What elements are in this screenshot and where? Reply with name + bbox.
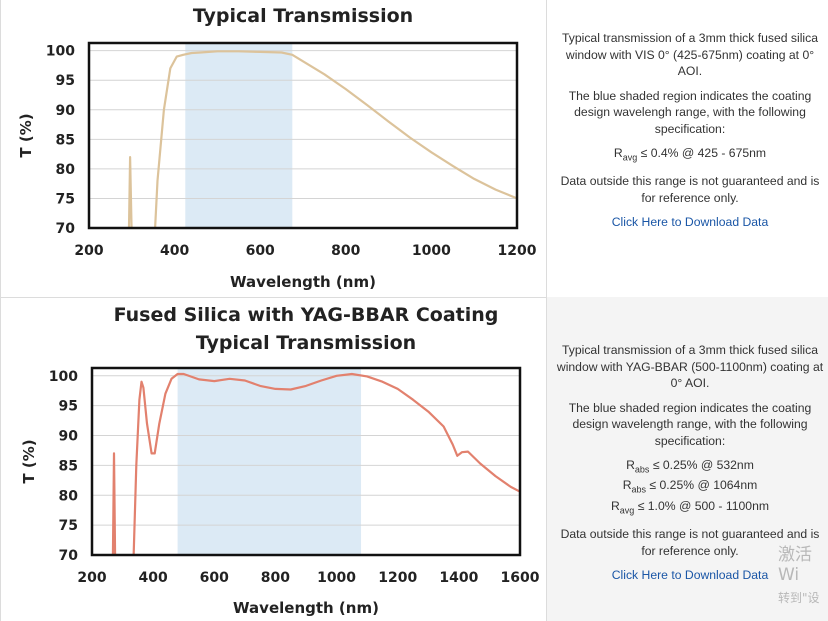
x-tick-label: 600 — [246, 243, 275, 259]
y-axis-label: T (%) — [20, 439, 38, 483]
info-text-yag: Typical transmission of a 3mm thick fuse… — [553, 342, 827, 584]
x-tick-label: 1200 — [498, 243, 537, 259]
download-data-link[interactable]: Click Here to Download Data — [611, 568, 769, 583]
info-reference-note: Data outside this range is not guarantee… — [560, 527, 820, 558]
info-text-vis: Typical transmission of a 3mm thick fuse… — [553, 30, 827, 231]
y-tick-label: 90 — [59, 429, 79, 445]
info-description: Typical transmission of a 3mm thick fuse… — [556, 343, 824, 390]
spec-item: Rabs ≤ 0.25% @ 532nm — [626, 458, 754, 475]
spec-item: Ravg ≤ 1.0% @ 500 - 1100nm — [610, 498, 769, 516]
y-tick-label: 85 — [56, 132, 75, 148]
spec-list: Rabs ≤ 0.25% @ 532nm Rabs ≤ 0.25% @ 1064… — [553, 457, 827, 518]
chart-row-yag: 70 75 80 85 90 95 100 200 400 600 800 1000 1200 1400 1… — [0, 297, 828, 621]
row-divider — [0, 297, 828, 298]
info-shading-note: The blue shaded region indicates the coa… — [568, 400, 812, 448]
chart-cell-yag: 70 75 80 85 90 95 100 200 400 600 800 1000 1200 1400 1… — [1, 297, 545, 621]
info-description: Typical transmission of a 3mm thick fuse… — [561, 31, 819, 78]
info-shading-note: The blue shaded region indicates the coa… — [568, 88, 812, 136]
x-tick-label: 400 — [160, 243, 189, 259]
transmission-series-line — [127, 156, 133, 228]
y-tick-label: 100 — [46, 44, 75, 60]
x-tick-label: 800 — [331, 243, 360, 259]
y-tick-label: 100 — [49, 369, 78, 385]
x-tick-label: 800 — [261, 570, 290, 586]
y-tick-label: 75 — [56, 191, 75, 207]
info-reference-note: Data outside this range is not guarantee… — [560, 174, 820, 205]
x-axis-label: Wavelength (nm) — [233, 599, 379, 617]
spec-list: Ravg ≤ 0.4% @ 425 - 675nm — [553, 145, 827, 165]
x-tick-label: 1400 — [439, 570, 478, 586]
x-tick-label: 400 — [139, 570, 168, 586]
coating-range-shade — [185, 43, 293, 228]
watermark-line-1: 激活 Wi — [778, 545, 812, 585]
transmission-chart-vis: 70 75 80 85 90 95 100 200 400 600 800 1000 1200 Wavel… — [17, 5, 537, 291]
chart-title: Typical Transmission — [196, 332, 416, 354]
x-tick-label: 1600 — [501, 570, 540, 586]
plot-frame — [87, 41, 519, 230]
spec-item: Rabs ≤ 0.25% @ 1064nm — [622, 478, 758, 495]
y-tick-label: 95 — [59, 399, 78, 415]
watermark-line-2: 转到"设 — [778, 591, 820, 605]
x-tick-label: 600 — [200, 570, 229, 586]
y-tick-label: 90 — [56, 103, 76, 119]
x-tick-label: 200 — [74, 243, 103, 259]
x-tick-label: 1000 — [317, 570, 356, 586]
coating-range-shade — [177, 368, 362, 555]
y-tick-label: 80 — [59, 488, 79, 504]
info-cell-vis: Typical transmission of a 3mm thick fuse… — [546, 0, 828, 297]
y-tick-label: 80 — [56, 162, 76, 178]
x-tick-label: 200 — [77, 570, 106, 586]
y-tick-label: 70 — [56, 221, 76, 237]
download-data-link[interactable]: Click Here to Download Data — [611, 215, 769, 230]
transmission-series-line — [153, 50, 517, 228]
spec-item: Ravg ≤ 0.4% @ 425 - 675nm — [613, 146, 767, 163]
plot-frame — [90, 366, 522, 557]
y-tick-label: 85 — [59, 458, 78, 474]
info-cell-yag: Typical transmission of a 3mm thick fuse… — [546, 297, 828, 621]
y-tick-label: 75 — [59, 518, 78, 534]
transmission-series-line — [111, 452, 117, 555]
x-axis-label: Wavelength (nm) — [230, 273, 376, 291]
y-tick-label: 70 — [59, 548, 79, 564]
activation-watermark: 激活 Wi 转到"设 — [778, 540, 828, 606]
transmission-chart-yag: 70 75 80 85 90 95 100 200 400 600 800 1000 1200 1400 1… — [20, 304, 540, 617]
transmission-series-line — [132, 372, 520, 555]
y-axis-label: T (%) — [17, 113, 35, 157]
y-tick-label: 95 — [56, 73, 75, 89]
x-tick-label: 1200 — [378, 570, 417, 586]
chart-title: Fused Silica with YAG-BBAR Coating — [114, 304, 499, 326]
x-tick-label: 1000 — [412, 243, 451, 259]
page-left-border — [0, 0, 1, 621]
chart-title: Typical Transmission — [193, 5, 413, 27]
chart-cell-vis: 70 75 80 85 90 95 100 200 400 600 800 1000 1200 Wavel… — [1, 0, 545, 297]
chart-row-vis: 70 75 80 85 90 95 100 200 400 600 800 1000 1200 Wavel… — [0, 0, 828, 297]
